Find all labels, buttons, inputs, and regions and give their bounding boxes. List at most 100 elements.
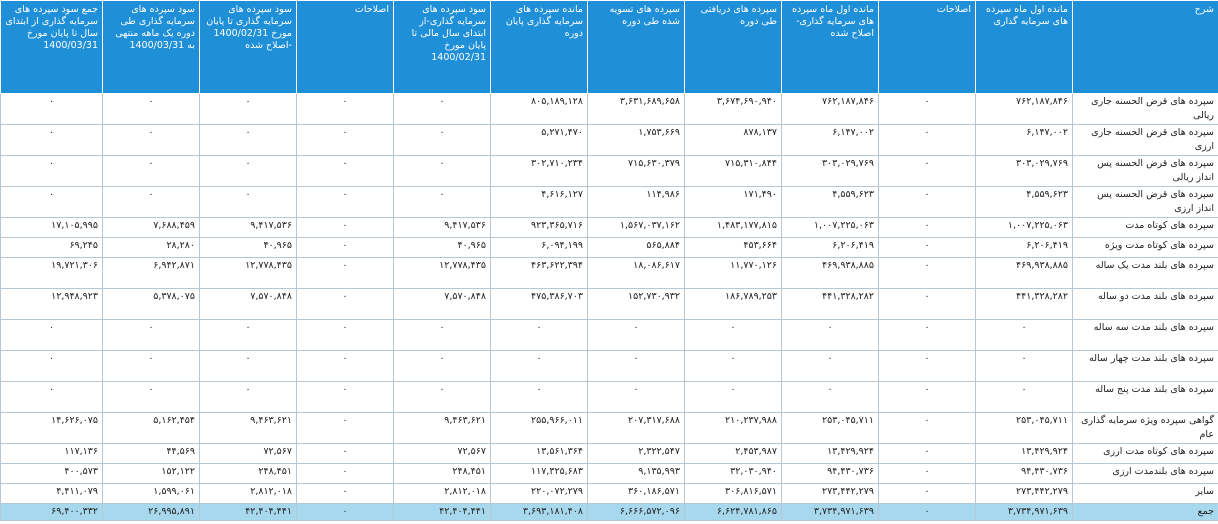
table-cell: ۰ (393, 186, 491, 218)
table-cell: ۰ (878, 319, 976, 351)
table-cell: ۳۰۳,۰۲۹,۷۶۹ (975, 155, 1073, 187)
total-cell: ۳,۶۹۳,۱۸۱,۴۰۸ (490, 503, 588, 521)
table-cell: ۰ (878, 443, 976, 464)
table-cell: ۰ (102, 186, 200, 218)
column-header: سود سپرده های سرمایه گذاری طی دوره یک ما… (102, 0, 200, 94)
table-cell: ۰ (199, 350, 297, 382)
table-cell: ۵,۳۷۸,۰۷۵ (102, 288, 200, 320)
table-cell: ۷۱۵,۶۳۰,۳۷۹ (587, 155, 685, 187)
table-row: سپرده های کوتاه مدت ویژه ۶,۲۰۶,۴۱۹ ۰ ۶,۲۰۶,… (0, 237, 1218, 258)
table-cell: ۰ (878, 217, 976, 238)
table-cell: ۰ (296, 463, 394, 484)
table-cell: ۷۲,۵۶۷ (393, 443, 491, 464)
table-cell: ۶,۱۴۷,۰۰۲ (781, 124, 879, 156)
table-row: سپرده های بلند مدت چهار ساله ۰ ۰ ۰ ۰ ۰ ۰ ۰ ۰ ۰ ۰ ۰ (0, 350, 1218, 382)
table-cell: ۰ (0, 93, 103, 125)
table-cell: ۱,۵۶۷,۰۳۷,۱۶۲ (587, 217, 685, 238)
table-cell: ۰ (878, 155, 976, 187)
column-header: مانده سپرده های سرمایه گذاری پایان دوره (490, 0, 588, 94)
table-cell: ۴۴,۵۶۹ (102, 443, 200, 464)
table-cell: ۱۸,۰۸۶,۶۱۷ (587, 257, 685, 289)
table-cell: ۰ (878, 463, 976, 484)
table-row: سپرده های بلند مدت سه ساله ۰ ۰ ۰ ۰ ۰ ۰ ۰ ۰ ۰ ۰ ۰ (0, 319, 1218, 351)
table-cell: ۰ (102, 381, 200, 413)
table-cell: ۱۵۲,۷۳۰,۹۳۲ (587, 288, 685, 320)
table-cell: ۰ (975, 350, 1073, 382)
row-description: سپرده های بلند مدت پنج ساله (1072, 381, 1218, 413)
table-cell: ۱۴,۶۲۶,۰۷۵ (0, 412, 103, 444)
table-cell: ۷,۵۷۰,۸۴۸ (199, 288, 297, 320)
table-cell: ۱۵۲,۱۲۲ (102, 463, 200, 484)
table-cell: ۱۳,۵۶۱,۳۶۴ (490, 443, 588, 464)
table-cell: ۰ (878, 257, 976, 289)
table-cell: ۰ (878, 237, 976, 258)
table-cell: ۶,۲۰۶,۴۱۹ (975, 237, 1073, 258)
table-cell: ۳,۶۳۱,۶۸۹,۶۵۸ (587, 93, 685, 125)
table-cell: ۱,۴۸۳,۱۷۷,۸۱۵ (684, 217, 782, 238)
table-cell: ۰ (684, 319, 782, 351)
table-cell: ۴۶۹,۹۳۸,۸۸۵ (781, 257, 879, 289)
table-cell: ۷۶۲,۱۸۷,۸۴۶ (975, 93, 1073, 125)
table-cell: ۰ (878, 412, 976, 444)
table-cell: ۷,۶۸۸,۴۵۹ (102, 217, 200, 238)
table-row: سپرده های بلند مدت پنج ساله ۰ ۰ ۰ ۰ ۰ ۰ ۰ ۰ ۰ ۰ ۰ (0, 381, 1218, 413)
table-cell: ۰ (0, 381, 103, 413)
row-description: سپرده های بلند مدت سه ساله (1072, 319, 1218, 351)
row-description: سایر (1072, 483, 1218, 504)
table-cell: ۱۳,۴۲۹,۹۲۴ (975, 443, 1073, 464)
total-cell: ۴۲,۴۰۴,۴۴۱ (199, 503, 297, 521)
row-description: سپرده های بلندمدت ارزی (1072, 463, 1218, 484)
table-cell: ۱۸۶,۷۸۹,۲۵۳ (684, 288, 782, 320)
table-cell: ۰ (393, 124, 491, 156)
table-cell: ۰ (296, 257, 394, 289)
table-cell: ۱۷۱,۴۹۰ (684, 186, 782, 218)
column-header: مانده اول ماه سپرده های سرمایه گذاری (975, 0, 1073, 94)
table-row: سایر ۲۷۳,۴۴۲,۲۷۹ ۰ ۲۷۳,۴۴۲,۲۷۹ ۳۰۶,۸۱۶,۵۷۱ ۳۶… (0, 483, 1218, 504)
table-cell: ۰ (296, 217, 394, 238)
row-description: سپرده های بلند مدت یک ساله (1072, 257, 1218, 289)
table-cell: ۰ (296, 237, 394, 258)
table-cell: ۲۴۸,۴۵۱ (199, 463, 297, 484)
table-cell: ۰ (296, 124, 394, 156)
table-cell: ۳۲,۰۳۰,۹۴۰ (684, 463, 782, 484)
table-cell: ۱۱,۷۷۰,۱۲۶ (684, 257, 782, 289)
table-cell: ۵,۲۷۱,۴۷۰ (490, 124, 588, 156)
table-cell: ۰ (587, 319, 685, 351)
table-cell: ۱۷,۱۰۵,۹۹۵ (0, 217, 103, 238)
table-cell: ۰ (587, 381, 685, 413)
table-cell: ۰ (878, 288, 976, 320)
header-row: شرح مانده اول ماه سپرده های سرمایه گذاری… (0, 0, 1218, 94)
table-cell: ۹۲۳,۳۶۵,۷۱۶ (490, 217, 588, 238)
table-row: سپرده های کوتاه مدت ارزی ۱۳,۴۲۹,۹۲۴ ۰ ۱۳,۴۲… (0, 443, 1218, 464)
column-header: جمع سود سپرده های سرمایه گذاری از ابتدای… (0, 0, 103, 94)
table-cell: ۴,۶۱۶,۱۲۷ (490, 186, 588, 218)
row-description: سپرده های قرض الحسنه جاری ریالی (1072, 93, 1218, 125)
table-cell: ۶,۰۹۴,۱۹۹ (490, 237, 588, 258)
table-cell: ۶۹,۲۴۵ (0, 237, 103, 258)
total-cell: ۶,۶۶۶,۵۷۲,۰۹۶ (587, 503, 685, 521)
table-cell: ۳۶۰,۱۸۶,۵۷۱ (587, 483, 685, 504)
table-cell: ۹,۱۳۵,۹۹۳ (587, 463, 685, 484)
table-cell: ۱۹,۷۲۱,۳۰۶ (0, 257, 103, 289)
table-cell: ۲,۸۱۲,۰۱۸ (199, 483, 297, 504)
table-cell: ۰ (587, 350, 685, 382)
table-cell: ۱۲,۹۴۸,۹۲۳ (0, 288, 103, 320)
table-cell: ۴,۴۱۱,۰۷۹ (0, 483, 103, 504)
table-cell: ۰ (393, 319, 491, 351)
table-cell: ۷۲,۵۶۷ (199, 443, 297, 464)
total-cell: ۲۶,۹۹۵,۸۹۱ (102, 503, 200, 521)
table-cell: ۲۴۸,۴۵۱ (393, 463, 491, 484)
table-row: سپرده های بلندمدت ارزی ۹۴,۴۳۰,۷۳۶ ۰ ۹۴,۴۳۰,… (0, 463, 1218, 484)
table-cell: ۹,۴۱۷,۵۳۶ (199, 217, 297, 238)
table-cell: ۰ (684, 381, 782, 413)
table-cell: ۷۶۲,۱۸۷,۸۴۶ (781, 93, 879, 125)
table-cell: ۱۱۷,۳۲۵,۶۸۳ (490, 463, 588, 484)
table-cell: ۰ (0, 155, 103, 187)
table-cell: ۰ (102, 319, 200, 351)
table-cell: ۱,۰۰۷,۲۲۵,۰۶۳ (975, 217, 1073, 238)
total-row: جمع ۳,۷۳۴,۹۷۱,۶۳۹ ۰ ۳,۷۳۴,۹۷۱,۶۳۹ ۶,۶۲۴,۷۸۱,… (0, 503, 1218, 521)
column-header: سود سپرده های سرمایه گذاری-از ابتدای سال… (393, 0, 491, 94)
table-cell: ۹,۴۶۳,۶۲۱ (393, 412, 491, 444)
column-header: سپرده های دریافتی طی دوره (684, 0, 782, 94)
row-description: گواهی سپرده ویژه سرمایه گذاری عام (1072, 412, 1218, 444)
